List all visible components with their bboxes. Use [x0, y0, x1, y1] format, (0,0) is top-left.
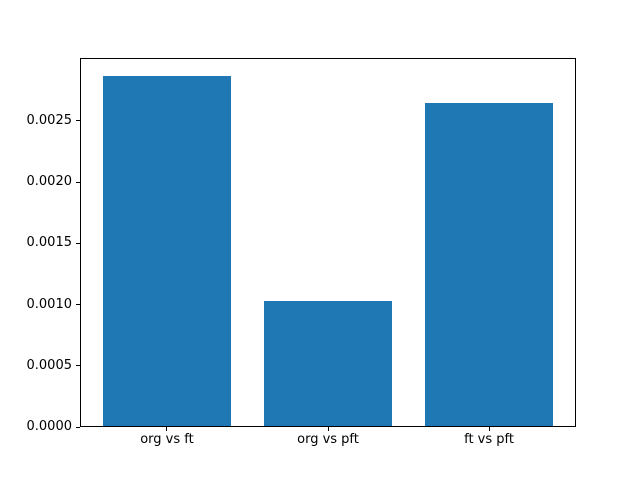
y-tick-mark — [76, 181, 80, 183]
y-tick-label: 0.0000 — [26, 419, 73, 434]
y-tick-label: 0.0010 — [26, 296, 73, 312]
bar-org-vs-pft — [263, 300, 393, 427]
bar-org-vs-ft — [102, 75, 232, 427]
y-tick-mark — [76, 304, 80, 306]
y-tick-mark — [76, 426, 80, 428]
x-tick-label: org vs pft — [297, 432, 359, 447]
y-tick-mark — [76, 120, 80, 122]
x-tick-label: org vs ft — [140, 432, 194, 447]
bar-ft-vs-pft — [424, 102, 554, 427]
y-tick-mark — [76, 242, 80, 244]
x-tick-mark — [488, 427, 490, 431]
x-tick-mark — [327, 427, 329, 431]
y-tick-label: 0.0020 — [26, 174, 73, 190]
plot-area: 0.0000 0.0005 0.0010 0.0015 0.0020 0.0025 org … — [27, 58, 576, 447]
y-tick-label: 0.0025 — [26, 112, 73, 128]
y-tick-label: 0.0015 — [26, 235, 73, 251]
y-tick-mark — [76, 365, 80, 367]
y-tick-label: 0.0005 — [26, 357, 73, 373]
x-tick-label: ft vs pft — [464, 432, 514, 447]
x-tick-mark — [166, 427, 168, 431]
